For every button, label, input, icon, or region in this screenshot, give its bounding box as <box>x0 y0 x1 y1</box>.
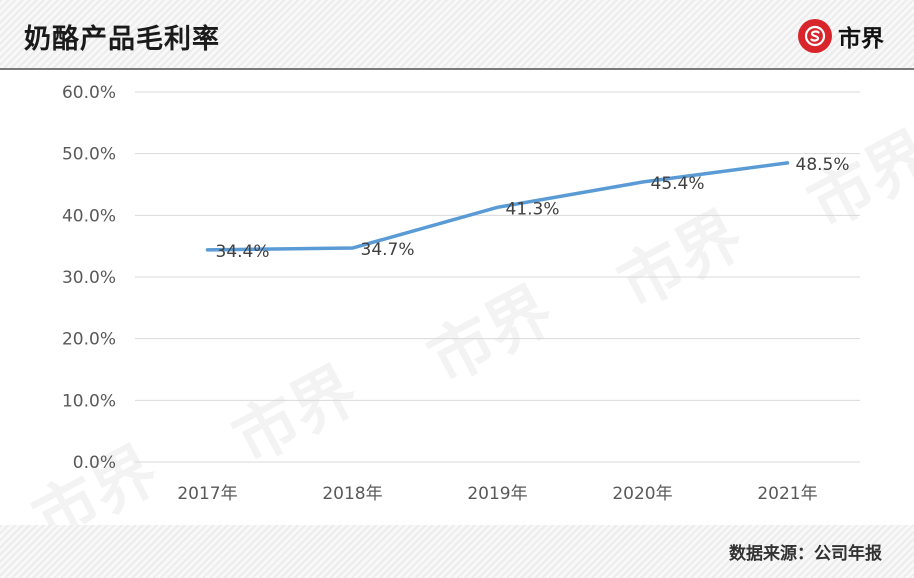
y-tick-label: 10.0% <box>62 391 116 411</box>
data-labels: 34.4% 34.7% 41.3% 45.4% 48.5% <box>216 155 850 262</box>
data-point <box>206 248 209 252</box>
logo-text: 市界 <box>838 26 884 52</box>
y-axis-tick-labels: 0.0% 10.0% 20.0% 30.0% 40.0% 50.0% 60.0% <box>62 83 116 473</box>
x-tick-label: 2017年 <box>177 484 237 504</box>
x-axis-tick-labels: 2017年 2018年 2019年 2020年 2021年 <box>177 484 817 504</box>
y-tick-label: 30.0% <box>62 268 116 288</box>
chart-footer: 数据来源：公司年报 <box>0 525 914 578</box>
data-point <box>786 161 789 165</box>
chart-header: 奶酪产品毛利率 市界 <box>0 0 914 70</box>
y-tick-label: 0.0% <box>73 453 116 473</box>
x-tick-label: 2019年 <box>467 484 527 504</box>
source-note: 数据来源：公司年报 <box>729 544 882 564</box>
data-point <box>496 205 499 209</box>
series-layer <box>205 161 790 252</box>
gridlines <box>135 91 860 463</box>
data-point <box>351 246 354 250</box>
x-tick-label: 2021年 <box>757 484 817 504</box>
data-label: 45.4% <box>651 174 705 194</box>
x-tick-label: 2018年 <box>322 484 382 504</box>
y-tick-label: 40.0% <box>62 206 116 226</box>
y-tick-label: 20.0% <box>62 330 116 350</box>
data-point <box>641 180 644 184</box>
data-label: 48.5% <box>796 155 850 175</box>
x-tick-label: 2020年 <box>612 484 672 504</box>
y-tick-label: 60.0% <box>62 83 116 103</box>
logo-s-icon <box>798 19 832 53</box>
data-label: 41.3% <box>506 199 560 219</box>
brand-logo: 市界 <box>798 18 884 54</box>
y-tick-label: 50.0% <box>62 145 116 165</box>
data-label: 34.7% <box>361 240 415 260</box>
chart-title: 奶酪产品毛利率 <box>24 24 220 55</box>
data-label: 34.4% <box>216 242 270 262</box>
line-chart: 0.0% 10.0% 20.0% 30.0% 40.0% 50.0% 60.0% 2017年… <box>62 83 860 504</box>
